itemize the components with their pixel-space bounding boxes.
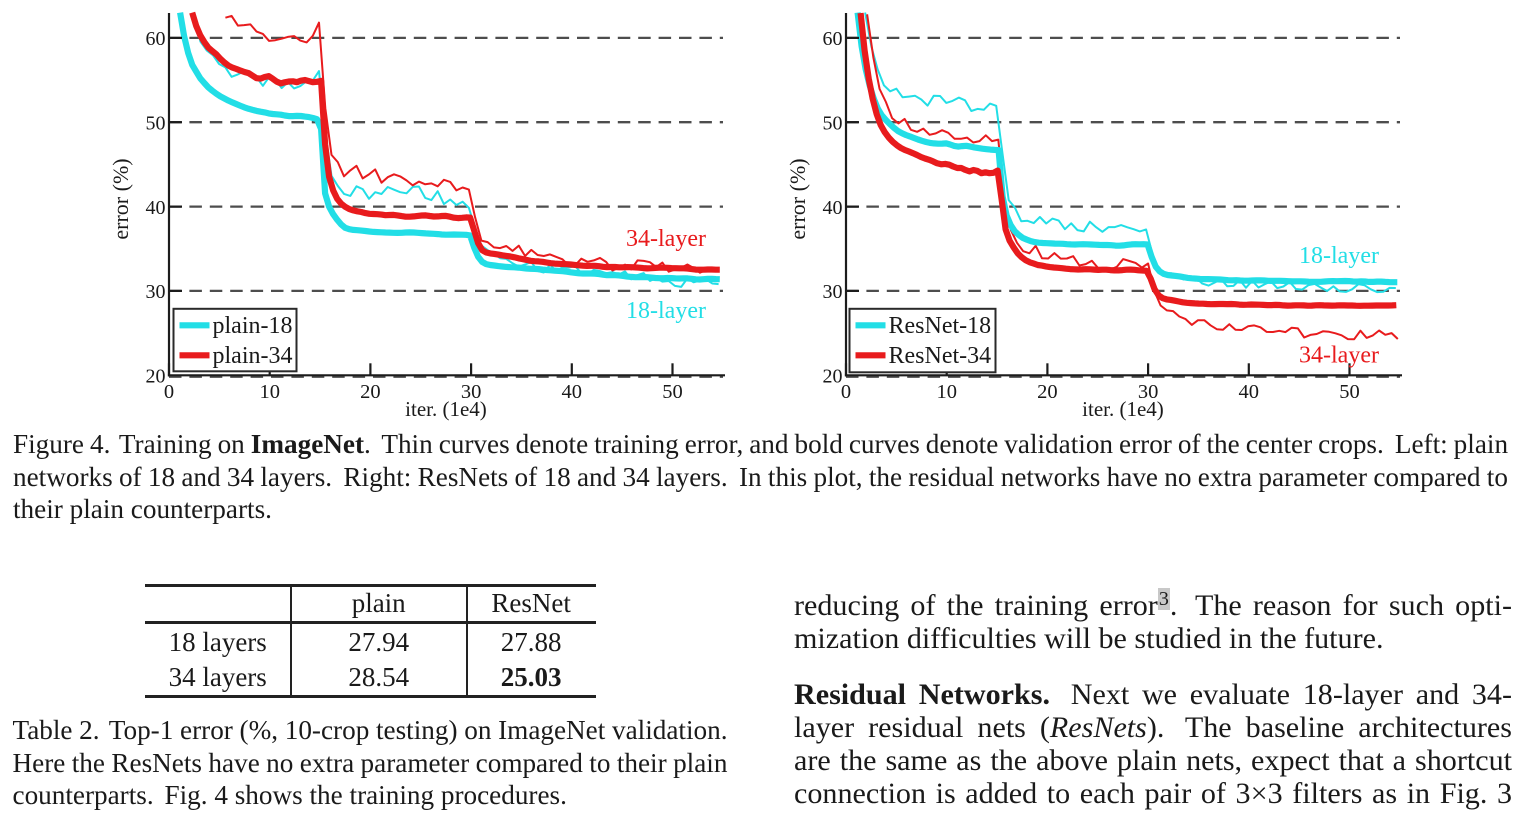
- svg-text:20: 20: [823, 366, 843, 388]
- svg-text:20: 20: [360, 381, 381, 403]
- svg-text:40: 40: [146, 197, 166, 219]
- svg-text:ResNet-18: ResNet-18: [889, 313, 992, 339]
- svg-text:34-layer: 34-layer: [1299, 343, 1379, 369]
- svg-text:40: 40: [562, 381, 583, 403]
- svg-text:30: 30: [461, 381, 482, 403]
- svg-text:40: 40: [823, 197, 843, 219]
- svg-text:50: 50: [662, 381, 683, 403]
- svg-text:plain-18: plain-18: [213, 313, 293, 339]
- svg-text:20: 20: [146, 366, 166, 388]
- svg-text:30: 30: [823, 281, 843, 303]
- svg-text:0: 0: [164, 381, 174, 403]
- svg-text:30: 30: [1138, 381, 1159, 403]
- svg-text:20: 20: [1037, 381, 1058, 403]
- svg-text:iter. (1e4): iter. (1e4): [405, 397, 487, 421]
- svg-text:18-layer: 18-layer: [626, 298, 706, 324]
- svg-text:60: 60: [146, 28, 166, 50]
- svg-text:error (%): error (%): [108, 158, 133, 239]
- svg-text:18-layer: 18-layer: [1299, 243, 1379, 269]
- svg-text:plain-34: plain-34: [213, 343, 293, 369]
- svg-text:0: 0: [841, 381, 851, 403]
- svg-text:40: 40: [1239, 381, 1260, 403]
- svg-text:50: 50: [146, 112, 166, 134]
- svg-text:50: 50: [1339, 381, 1360, 403]
- svg-text:34-layer: 34-layer: [626, 226, 706, 252]
- svg-text:ResNet-34: ResNet-34: [889, 343, 992, 369]
- svg-text:10: 10: [259, 381, 280, 403]
- svg-text:error (%): error (%): [785, 158, 810, 239]
- svg-text:60: 60: [823, 28, 843, 50]
- svg-text:30: 30: [146, 281, 166, 303]
- svg-text:10: 10: [936, 381, 957, 403]
- svg-text:50: 50: [823, 112, 843, 134]
- svg-text:iter. (1e4): iter. (1e4): [1082, 397, 1164, 421]
